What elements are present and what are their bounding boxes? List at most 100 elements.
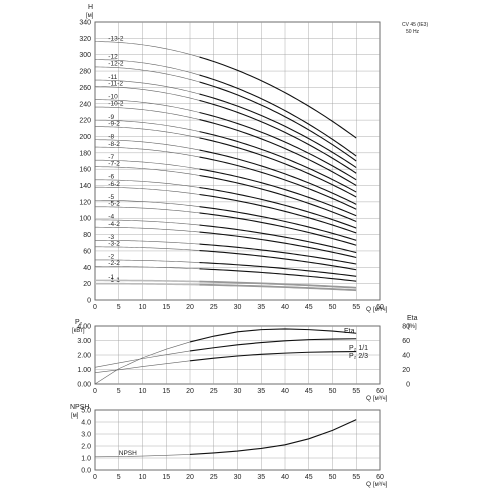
x-tick-label: 60 — [376, 474, 384, 481]
curve-label: -12 — [108, 53, 118, 60]
power-curve-low-flow — [94, 341, 191, 385]
y-tick-label: 20 — [83, 281, 91, 288]
head-curve — [199, 131, 357, 193]
head-curve — [199, 74, 357, 157]
y-tick-label: 40 — [83, 265, 91, 272]
head-curve — [199, 99, 357, 174]
x-tick-label: 25 — [210, 304, 218, 311]
curve-label: -9-2 — [108, 120, 120, 127]
head-curve — [199, 212, 357, 246]
head-curve — [199, 231, 357, 259]
x-tick-label: 35 — [257, 304, 265, 311]
npsh-panel: NPSH [м] Q [м³/ч] 0 5 10 15 20 25 30 35 40 45 50 55… — [70, 404, 388, 488]
x-tick-label: 50 — [329, 304, 337, 311]
npsh-curve — [189, 419, 357, 455]
head-curve-low-flow — [94, 159, 200, 170]
series-label: Eta — [344, 328, 355, 335]
head-y-unit: [м] — [86, 13, 94, 19]
y-tick-label: 200 — [79, 134, 91, 141]
npsh-curve-low-flow — [94, 454, 191, 458]
head-curve — [199, 283, 357, 292]
head-curve-low-flow — [95, 219, 200, 226]
y-tick-label: 160 — [79, 167, 91, 174]
x-tick-label: 40 — [281, 474, 289, 481]
head-curve-low-flow — [95, 266, 200, 270]
y-tick-label: 3.00 — [77, 338, 91, 345]
x-tick-label: 5 — [117, 304, 121, 311]
head-curve-low-flow — [95, 282, 200, 286]
curve-label: -10-2 — [108, 101, 124, 108]
x-tick-label: 0 — [93, 474, 97, 481]
curve-label: -8 — [108, 133, 114, 140]
curve-label: -8-2 — [108, 141, 120, 148]
x-tick-label: 15 — [162, 304, 170, 311]
x-tick-label: 20 — [186, 474, 194, 481]
power-curve — [189, 328, 357, 343]
y-tick-label: 120 — [79, 199, 91, 206]
head-curve — [199, 156, 357, 210]
x-tick-label: 45 — [305, 304, 313, 311]
curve-label: -3 — [108, 234, 114, 241]
power-x-unit: [м³/ч] — [373, 396, 388, 402]
y-tick-label: 4.0 — [81, 420, 91, 427]
curve-label: -9 — [108, 114, 114, 121]
head-curve-low-flow — [94, 146, 200, 158]
series-label: P₂ 1/1 — [349, 345, 368, 352]
y-tick-label: 280 — [79, 69, 91, 76]
series-label: NPSH — [119, 450, 137, 457]
y-tick-label: 0.00 — [77, 382, 91, 389]
curve-label: -4 — [108, 213, 114, 220]
x-tick-label: 35 — [257, 388, 265, 395]
x-tick-label: 30 — [234, 474, 242, 481]
x-tick-label: 5 — [117, 474, 121, 481]
y-tick-label: 100 — [79, 216, 91, 223]
head-curve-low-flow — [95, 199, 200, 207]
head-title: CV 45 (IE3) — [402, 22, 428, 28]
x-tick-label: 30 — [234, 388, 242, 395]
head-curve-low-flow — [95, 259, 200, 263]
x-tick-label: 10 — [139, 474, 147, 481]
curve-label: -7 — [108, 154, 114, 161]
x-tick-label: 40 — [281, 304, 289, 311]
y2-tick-label: 60 — [402, 338, 410, 345]
curve-label: -11-2 — [108, 80, 123, 87]
curve-label: -10 — [108, 93, 118, 100]
curve-label: -13-2 — [108, 35, 124, 42]
head-subtitle: 50 Hz — [406, 29, 420, 35]
head-curve — [199, 249, 357, 271]
x-tick-label: 30 — [234, 304, 242, 311]
x-tick-label: 35 — [257, 474, 265, 481]
x-tick-label: 45 — [305, 388, 313, 395]
head-curve — [199, 119, 357, 187]
y-tick-label: 2.0 — [81, 444, 91, 451]
power-y2-unit: [%] — [408, 324, 417, 330]
power-x-label: Q — [366, 395, 371, 402]
y-tick-label: 300 — [79, 52, 91, 59]
head-curve-low-flow — [95, 99, 200, 113]
head-panel: CV 45 (IE3) 50 Hz H [м] Q [м³/ч] 0 5 10 15 2… — [79, 4, 428, 313]
head-curve — [199, 186, 357, 229]
head-curve-low-flow — [94, 59, 200, 76]
y-tick-label: 260 — [79, 85, 91, 92]
x-tick-label: 15 — [162, 474, 170, 481]
y-tick-label: 240 — [79, 101, 91, 108]
y-tick-label: 4.00 — [77, 324, 91, 331]
power-curve — [189, 338, 357, 352]
curve-label: -2 — [108, 253, 114, 260]
power-curve-low-flow — [94, 360, 191, 373]
head-curve-low-flow — [94, 79, 200, 95]
x-tick-label: 55 — [352, 304, 360, 311]
head-curve-low-flow — [94, 246, 200, 251]
head-curve-low-flow — [95, 206, 200, 214]
power-curve — [189, 350, 357, 362]
y-tick-label: 0 — [87, 298, 91, 305]
head-curve-low-flow — [94, 186, 200, 195]
x-tick-label: 25 — [210, 388, 218, 395]
power-y2-label: Eta — [407, 315, 418, 322]
head-curve — [199, 137, 357, 198]
y-tick-label: 220 — [79, 118, 91, 125]
head-curve — [199, 262, 357, 277]
curve-label: -6-2 — [108, 181, 120, 188]
head-curve — [199, 224, 357, 254]
head-curve-low-flow — [95, 106, 200, 120]
